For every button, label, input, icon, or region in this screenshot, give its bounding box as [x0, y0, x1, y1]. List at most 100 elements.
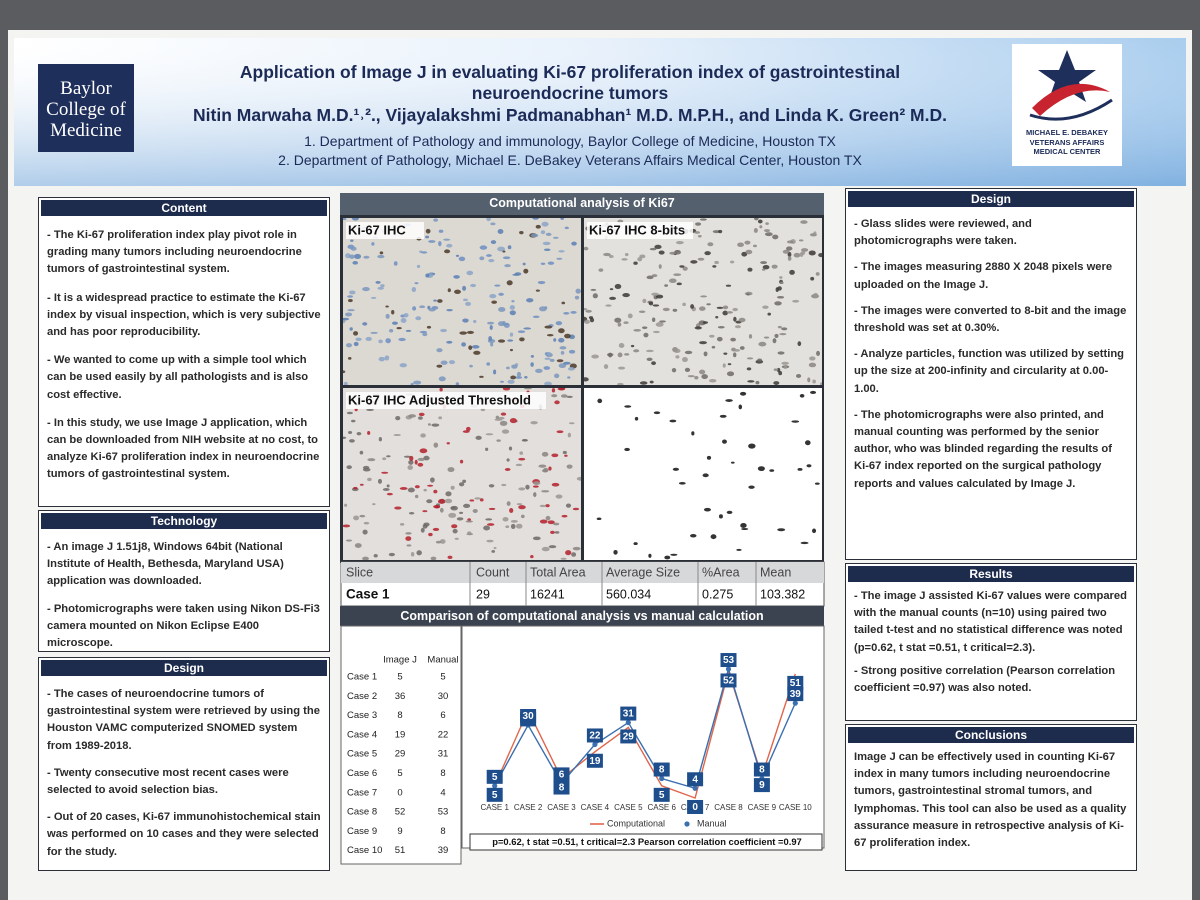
cell-nucleus — [530, 554, 534, 559]
baylor-logo-text: Baylor College of Medicine — [38, 78, 134, 141]
cell-nucleus — [748, 443, 756, 449]
cell-nucleus — [378, 356, 385, 362]
cell-nucleus — [389, 328, 394, 333]
panel-label: Ki-67 IHC Adjusted Threshold — [348, 392, 531, 407]
cell-nucleus — [560, 351, 565, 355]
cell-nucleus — [498, 307, 506, 312]
cell-nucleus — [417, 462, 424, 467]
cell-nucleus — [359, 450, 364, 455]
cell-nucleus — [652, 304, 660, 307]
cell-nucleus — [466, 270, 474, 276]
cell-nucleus — [576, 476, 581, 481]
cell-nucleus — [371, 242, 375, 246]
cell-nucleus — [544, 325, 553, 329]
cell-nucleus — [782, 249, 790, 254]
cell-nucleus — [545, 504, 550, 508]
table-cell: 22 — [438, 729, 449, 740]
cell-nucleus — [444, 498, 453, 504]
cell-nucleus — [699, 306, 706, 311]
cell-nucleus — [343, 436, 347, 440]
cell-nucleus — [622, 292, 630, 298]
table-row-label: Case 7 — [347, 787, 377, 798]
series-line — [494, 666, 796, 790]
cell-nucleus — [648, 301, 654, 306]
paragraph: - In this study, we use Image J applicat… — [47, 416, 320, 481]
panel-label-bg — [346, 392, 546, 409]
section-heading: Design — [41, 660, 327, 676]
cell-nucleus — [530, 362, 534, 367]
cell-nucleus — [444, 249, 451, 254]
va-star — [1038, 50, 1096, 102]
data-label-bg — [586, 753, 603, 768]
cell-nucleus — [671, 367, 677, 373]
cell-nucleus — [786, 246, 793, 251]
cell-nucleus — [755, 380, 760, 385]
data-label-bg — [486, 787, 503, 802]
paragraph: - The photomicrographs were also printed… — [854, 408, 1112, 490]
cell-nucleus — [541, 221, 549, 227]
cell-nucleus — [544, 381, 552, 385]
cell-nucleus — [746, 357, 754, 360]
cell-nucleus — [558, 363, 567, 369]
cell-nucleus — [672, 467, 680, 471]
cell-nucleus — [403, 455, 411, 458]
baylor-logo — [38, 64, 134, 152]
data-label-bg — [553, 767, 570, 782]
paragraph: - The images measuring 2880 X 2048 pixel… — [854, 261, 1113, 291]
cell-nucleus — [539, 519, 548, 524]
cell-nucleus — [642, 298, 647, 304]
cell-nucleus — [598, 268, 604, 272]
cell-nucleus — [562, 450, 567, 455]
x-tick-label: CASE 1 — [480, 803, 509, 812]
cell-nucleus — [381, 471, 389, 474]
cell-nucleus — [419, 448, 428, 454]
cell-nucleus — [434, 505, 440, 509]
cell-nucleus — [553, 522, 560, 526]
cell-nucleus — [818, 253, 822, 258]
cell-nucleus — [679, 265, 685, 268]
cell-nucleus — [543, 248, 551, 252]
cell-nucleus — [584, 319, 590, 324]
cell-nucleus — [764, 232, 773, 237]
section: Results - The image J assisted Ki-67 valu… — [845, 563, 1137, 721]
data-label: 53 — [723, 655, 735, 666]
table-cell: 5 — [397, 672, 402, 683]
cell-nucleus — [472, 508, 478, 514]
cell-nucleus — [746, 293, 750, 296]
cell-nucleus — [549, 358, 555, 362]
cell-nucleus — [592, 293, 598, 299]
cell-nucleus — [565, 503, 572, 508]
cell-nucleus — [491, 300, 498, 304]
paragraph: - The cases of neuroendocrine tumors of … — [47, 688, 320, 752]
cell-nucleus — [416, 264, 421, 269]
cell-nucleus — [411, 287, 417, 293]
micrograph — [596, 390, 820, 560]
cell-nucleus — [662, 307, 670, 312]
cell-nucleus — [550, 530, 555, 535]
cell-nucleus — [716, 336, 723, 342]
cell-nucleus — [694, 231, 701, 234]
cell-nucleus — [497, 339, 506, 343]
cell-nucleus — [673, 348, 681, 353]
cell-nucleus — [651, 317, 656, 322]
data-point — [492, 783, 498, 789]
data-label-bg — [620, 729, 637, 744]
cell-nucleus — [633, 329, 641, 332]
cell-nucleus — [486, 218, 491, 222]
table-row-label: Case 9 — [347, 826, 377, 837]
x-tick-label: CASE 6 — [647, 803, 676, 812]
cell-nucleus — [781, 361, 789, 365]
cell-nucleus — [564, 226, 569, 230]
cell-nucleus — [405, 536, 412, 541]
cell-nucleus — [779, 333, 787, 336]
data-label: 8 — [659, 765, 665, 776]
cell-nucleus — [678, 482, 686, 485]
cell-nucleus — [437, 299, 443, 303]
cell-nucleus — [479, 245, 488, 250]
table-row-label: Case 1 — [347, 672, 377, 683]
table-cell: 36 — [395, 691, 406, 702]
cell-nucleus — [664, 555, 671, 560]
cell-nucleus — [515, 463, 523, 467]
cell-nucleus — [407, 465, 413, 470]
cell-nucleus — [347, 357, 352, 360]
